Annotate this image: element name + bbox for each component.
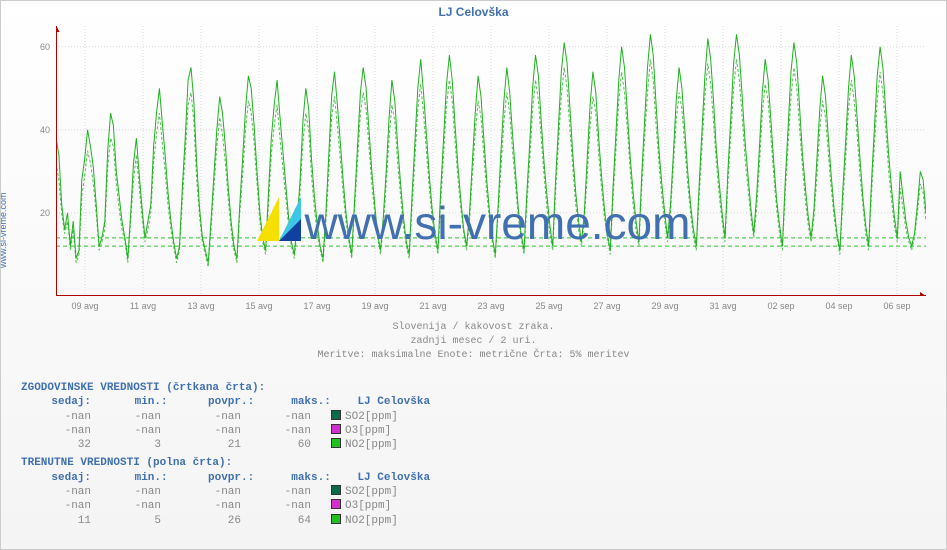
x-tick-label: 29 avg bbox=[651, 301, 678, 311]
y-tick-label: 20 bbox=[40, 208, 50, 218]
x-tick-label: 09 avg bbox=[71, 301, 98, 311]
subtitle-block: Slovenija / kakovost zraka. zadnji mesec… bbox=[1, 321, 946, 363]
historical-header: ZGODOVINSKE VREDNOSTI (črtkana črta): bbox=[21, 381, 457, 395]
series-swatch-icon bbox=[331, 499, 341, 509]
series-swatch-icon bbox=[331, 485, 341, 495]
data-tables: ZGODOVINSKE VREDNOSTI (črtkana črta): se… bbox=[21, 381, 457, 528]
series-swatch-icon bbox=[331, 514, 341, 524]
subtitle-line-1: Slovenija / kakovost zraka. bbox=[1, 321, 946, 335]
plot-area: 204060 bbox=[56, 26, 926, 296]
table-row: 1152664NO2[ppm] bbox=[21, 514, 457, 528]
x-axis-ticks: 09 avg 11 avg 13 avg 15 avg 17 avg 19 avg 21 a… bbox=[56, 301, 926, 315]
x-tick-label: 17 avg bbox=[303, 301, 330, 311]
x-tick-label: 11 avg bbox=[130, 301, 156, 311]
y-axis-label: www.si-vreme.com bbox=[0, 192, 8, 268]
series-swatch-icon bbox=[331, 438, 341, 448]
x-tick-label: 23 avg bbox=[477, 301, 504, 311]
chart-svg bbox=[56, 26, 926, 296]
table-row: -nan-nan-nan-nanO3[ppm] bbox=[21, 424, 457, 438]
subtitle-line-2: zadnji mesec / 2 uri. bbox=[1, 335, 946, 349]
chart-container: LJ Celovška www.si-vreme.com 204060 09 a… bbox=[0, 0, 947, 550]
series-swatch-icon bbox=[331, 410, 341, 420]
x-tick-label: 27 avg bbox=[593, 301, 620, 311]
table-row: -nan-nan-nan-nanSO2[ppm] bbox=[21, 410, 457, 424]
x-tick-label: 02 sep bbox=[767, 301, 794, 311]
x-tick-label: 31 avg bbox=[709, 301, 736, 311]
x-tick-label: 25 avg bbox=[535, 301, 562, 311]
table-row: 3232160NO2[ppm] bbox=[21, 438, 457, 452]
y-tick-label: 40 bbox=[40, 125, 50, 135]
table-row: -nan-nan-nan-nanSO2[ppm] bbox=[21, 485, 457, 499]
table-row: -nan-nan-nan-nanO3[ppm] bbox=[21, 499, 457, 513]
chart-title: LJ Celovška bbox=[1, 5, 946, 19]
x-tick-label: 15 avg bbox=[245, 301, 272, 311]
series-swatch-icon bbox=[331, 424, 341, 434]
x-tick-label: 21 avg bbox=[419, 301, 446, 311]
x-tick-label: 13 avg bbox=[187, 301, 214, 311]
table-header-row: sedaj: min.: povpr.: maks.: LJ Celovška bbox=[21, 471, 457, 485]
x-tick-label: 19 avg bbox=[361, 301, 388, 311]
table-header-row: sedaj: min.: povpr.: maks.: LJ Celovška bbox=[21, 395, 457, 409]
x-tick-label: 06 sep bbox=[883, 301, 910, 311]
y-tick-label: 60 bbox=[40, 42, 50, 52]
subtitle-line-3: Meritve: maksimalne Enote: metrične Črta… bbox=[1, 349, 946, 363]
current-header: TRENUTNE VREDNOSTI (polna črta): bbox=[21, 456, 457, 470]
x-tick-label: 04 sep bbox=[825, 301, 852, 311]
